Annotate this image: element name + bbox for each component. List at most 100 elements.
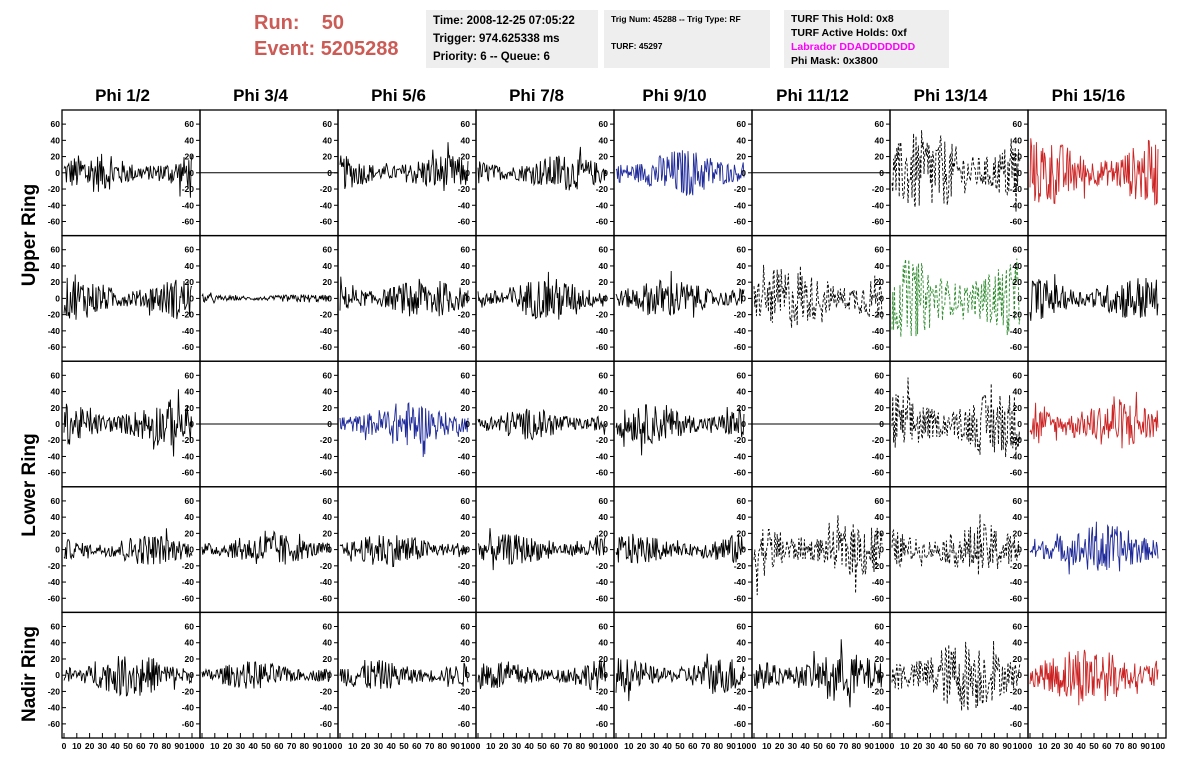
panel-frame: [61, 234, 201, 362]
y-tick-label: -20: [48, 184, 61, 194]
x-tick-label: 100: [599, 741, 613, 751]
x-tick-label: 40: [386, 741, 396, 751]
panel-frame: [199, 611, 339, 739]
y-tick-label: 20: [875, 654, 885, 664]
x-tick-label: 50: [123, 741, 133, 751]
x-tick-label: 10: [72, 741, 82, 751]
x-tick-label: 80: [852, 741, 862, 751]
y-tick-label: 60: [599, 622, 609, 632]
x-tick-label: 100: [323, 741, 337, 751]
y-tick-label: -40: [596, 326, 609, 336]
y-tick-label: 20: [737, 403, 747, 413]
y-tick-label: -40: [320, 703, 333, 713]
panel-frame: [61, 360, 201, 488]
x-tick-label: 90: [726, 741, 736, 751]
x-tick-label: 90: [1002, 741, 1012, 751]
y-tick-label: -40: [734, 326, 747, 336]
y-tick-label: -20: [1010, 686, 1023, 696]
y-tick-label: -20: [320, 561, 333, 571]
y-tick-label: 0: [465, 168, 470, 178]
y-tick-label: 20: [185, 654, 195, 664]
waveform-trace: [339, 535, 469, 568]
y-tick-label: -60: [1010, 468, 1023, 478]
y-tick-label: -40: [458, 703, 471, 713]
y-tick-label: 60: [599, 370, 609, 380]
y-tick-label: -20: [458, 561, 471, 571]
x-tick-label: 90: [174, 741, 184, 751]
y-tick-label: -20: [872, 686, 885, 696]
y-tick-label: 20: [737, 528, 747, 538]
y-tick-label: 60: [875, 119, 885, 129]
x-tick-label: 70: [701, 741, 711, 751]
x-tick-label: 100: [1013, 741, 1027, 751]
y-tick-label: 40: [185, 638, 195, 648]
priority-text: Priority: 6 -- Queue: 6: [433, 51, 550, 63]
y-tick-label: 60: [185, 370, 195, 380]
x-tick-label: 60: [964, 741, 974, 751]
x-tick-label: 50: [951, 741, 961, 751]
time-info-box: Time: 2008-12-25 07:05:22 Trigger: 974.6…: [426, 10, 598, 68]
x-tick-label: 70: [149, 741, 159, 751]
y-tick-label: -20: [1010, 310, 1023, 320]
y-tick-label: -20: [734, 184, 747, 194]
y-tick-label: -20: [1010, 184, 1023, 194]
x-tick-label: 90: [312, 741, 322, 751]
y-tick-label: -40: [596, 703, 609, 713]
y-tick-label: 40: [51, 261, 61, 271]
y-tick-label: 40: [51, 638, 61, 648]
y-tick-label: -20: [1010, 561, 1023, 571]
y-tick-label: 60: [461, 119, 471, 129]
y-tick-label: 60: [875, 622, 885, 632]
turf-hold-text: TURF This Hold: 0x8: [791, 13, 894, 25]
y-tick-label: 20: [185, 277, 195, 287]
y-tick-label: -40: [320, 451, 333, 461]
waveform-trace: [615, 533, 745, 564]
y-tick-label: 20: [51, 277, 61, 287]
waveform-trace: [477, 528, 607, 571]
event-header: Run: 50 Event: 5205288 Time: 2008-12-25 …: [0, 0, 1196, 80]
y-tick-label: -40: [1010, 326, 1023, 336]
x-tick-label: 60: [826, 741, 836, 751]
waveform-trace: [339, 659, 469, 689]
waveform-trace: [891, 258, 1021, 337]
y-tick-label: -60: [458, 719, 471, 729]
y-tick-label: 40: [1013, 512, 1023, 522]
y-tick-label: -60: [320, 593, 333, 603]
run-label: Run:: [254, 12, 300, 34]
y-tick-label: 60: [599, 496, 609, 506]
y-tick-label: 0: [603, 419, 608, 429]
y-tick-label: -40: [458, 451, 471, 461]
y-tick-label: 40: [875, 135, 885, 145]
x-tick-label: 10: [210, 741, 220, 751]
x-tick-label: 10: [762, 741, 772, 751]
y-tick-label: 60: [737, 496, 747, 506]
x-tick-label: 80: [438, 741, 448, 751]
y-tick-label: 0: [1017, 293, 1022, 303]
y-tick-label: -60: [182, 342, 195, 352]
y-tick-label: -60: [734, 468, 747, 478]
y-tick-label: -40: [872, 577, 885, 587]
y-tick-label: -60: [596, 719, 609, 729]
y-tick-label: 20: [875, 403, 885, 413]
event-number: 5205288: [320, 38, 399, 60]
y-tick-label: -20: [182, 561, 195, 571]
y-tick-label: -40: [872, 451, 885, 461]
x-tick-label: 100: [461, 741, 475, 751]
y-tick-label: 40: [875, 512, 885, 522]
event-label: Event:: [254, 38, 316, 60]
x-tick-label: 30: [98, 741, 108, 751]
x-tick-label: 90: [1140, 741, 1150, 751]
y-tick-label: 60: [185, 496, 195, 506]
y-tick-label: -20: [182, 184, 195, 194]
y-tick-label: -60: [872, 593, 885, 603]
x-tick-label: 90: [864, 741, 874, 751]
y-tick-label: 20: [1013, 152, 1023, 162]
y-tick-label: 20: [323, 528, 333, 538]
phi-column-headers: Phi 1/2 Phi 3/4 Phi 5/6 Phi 7/8 Phi 9/10…: [0, 84, 1196, 112]
y-tick-label: 60: [51, 622, 61, 632]
waveform-trace: [615, 150, 745, 196]
y-tick-label: -20: [872, 310, 885, 320]
y-tick-label: -60: [48, 593, 61, 603]
x-tick-label: 80: [576, 741, 586, 751]
x-tick-label: 60: [136, 741, 146, 751]
